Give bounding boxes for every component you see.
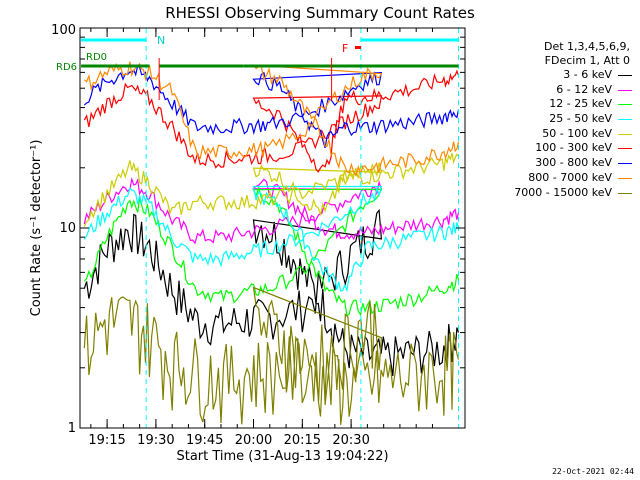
x-tick-label-5: 20:30 [332,433,369,448]
series-line-0 [83,208,460,377]
series-line-4 [83,152,459,227]
rd0-label: RD0 [86,52,107,63]
flare-flag-label: F [342,42,348,55]
legend-header-1: Det 1,3,4,5,6,9, [543,40,630,53]
x-tick-label-3: 20:00 [235,433,272,448]
legend-swatch [618,148,632,150]
legend-item: 100 - 300 keV [484,141,634,156]
legend-swatch [618,119,632,121]
x-tick-label-1: 19:30 [137,433,174,448]
chart-title: RHESSI Observing Summary Count Rates [165,4,475,22]
legend-swatch [618,75,632,76]
legend-item: 50 - 100 keV [484,127,634,142]
legend-item: 6 - 12 keV [484,83,634,98]
legend-swatch [618,163,632,165]
legend-label: 7000 - 15000 keV [514,185,612,199]
legend-item: 25 - 50 keV [484,112,634,127]
flare-marker [355,46,361,49]
legend-item: 12 - 25 keV [484,97,634,112]
x-tick-label-2: 19:45 [186,433,223,448]
legend-swatch [618,177,632,179]
legend: Det 1,3,4,5,6,9, FDecim 1, Att 0 3 - 6 k… [484,40,634,200]
legend-header-2: FDecim 1, Att 0 [544,54,630,67]
legend-swatch [618,104,632,106]
legend-label: 25 - 50 keV [549,112,612,126]
legend-label: 6 - 12 keV [556,82,612,96]
legend-label: 50 - 100 keV [542,126,612,140]
y-tick-label-1: 1 [68,421,76,436]
legend-swatch [618,89,632,91]
legend-swatch [618,133,632,135]
y-tick-label-10: 10 [59,221,76,236]
legend-item: 7000 - 15000 keV [484,186,634,201]
legend-label: 12 - 25 keV [549,97,612,111]
render-timestamp: 22-Oct-2021 02:44 [552,467,634,476]
series-line-2 [83,185,460,317]
series-line-7 [83,61,460,177]
x-axis-label: Start Time (31-Aug-13 19:04:22) [176,449,388,464]
x-tick-label-0: 19:15 [88,433,125,448]
series-line-5 [83,69,460,173]
legend-item: 3 - 6 keV [484,68,634,83]
series-line-1 [83,177,460,245]
legend-label: 100 - 300 keV [535,141,612,155]
legend-item: 800 - 7000 keV [484,171,634,186]
legend-label: 3 - 6 keV [563,68,612,81]
x-tick-label-4: 20:15 [284,433,321,448]
legend-label: 800 - 7000 keV [528,170,612,184]
legend-item: 300 - 800 keV [484,156,634,171]
night-flag-label: N [157,34,165,47]
series-line-8 [83,286,460,425]
series-line-6 [83,64,460,149]
rd6-label: RD6 [56,62,77,73]
y-tick-label-100: 100 [51,23,76,38]
legend-label: 300 - 800 keV [535,156,612,170]
y-axis-label: Count Rate (s⁻¹ detector⁻¹) [29,140,44,317]
series-line-3 [83,185,460,293]
legend-swatch [618,192,632,194]
